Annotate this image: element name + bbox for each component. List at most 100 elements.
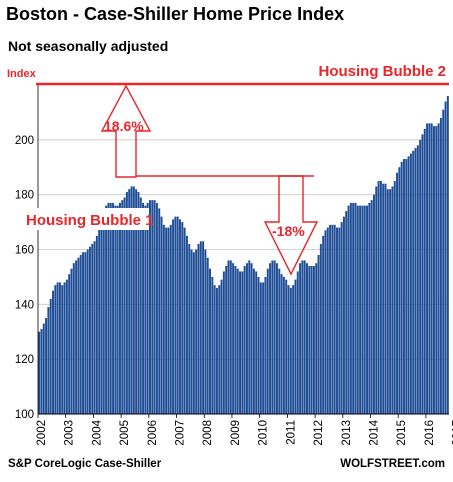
bar — [56, 282, 59, 414]
bar — [333, 224, 336, 414]
bar — [444, 101, 447, 414]
bar — [340, 222, 343, 414]
bar — [257, 276, 260, 414]
x-tick-label: 2003 — [64, 420, 76, 446]
source-note: S&P CoreLogic Case-Shiller — [8, 458, 162, 470]
bar — [289, 287, 292, 414]
bar — [303, 260, 306, 414]
bar — [426, 123, 429, 414]
bar — [153, 200, 156, 414]
bar — [218, 285, 221, 414]
bar — [255, 271, 258, 414]
bar — [174, 216, 177, 414]
bar — [227, 260, 230, 414]
bar — [82, 252, 85, 414]
bar — [326, 227, 329, 414]
bar — [409, 153, 412, 414]
chart-subtitle: Not seasonally adjusted — [8, 38, 169, 54]
x-tick-label: 2016 — [424, 420, 436, 446]
bar — [192, 252, 195, 414]
bar — [382, 183, 385, 414]
bar — [308, 265, 311, 414]
bar — [109, 202, 112, 414]
bar — [197, 244, 200, 414]
bar — [234, 265, 237, 414]
bar — [52, 290, 54, 414]
bar — [252, 268, 255, 414]
bar — [324, 230, 327, 414]
bar — [285, 279, 288, 414]
bar — [241, 271, 244, 414]
bar — [264, 276, 267, 414]
x-tick-label: 2007 — [175, 420, 187, 446]
bar — [128, 189, 131, 414]
bar — [40, 329, 43, 414]
bubble1-label: Housing Bubble 1 — [26, 212, 154, 229]
y-tick-label: 180 — [15, 190, 34, 202]
bar — [107, 202, 110, 414]
bar — [416, 145, 419, 415]
y-axis-label: Index — [7, 68, 37, 80]
bar — [229, 260, 232, 414]
bar — [199, 241, 202, 414]
bar — [236, 268, 239, 414]
bar — [243, 265, 246, 414]
bar — [269, 263, 272, 414]
bubble1-label-bg — [22, 208, 149, 230]
bar — [370, 200, 373, 414]
bar — [158, 208, 161, 414]
bar-series — [38, 95, 449, 415]
bar — [149, 200, 151, 414]
bar — [412, 150, 415, 415]
bar — [354, 202, 357, 414]
bar — [239, 271, 242, 414]
rise-arrow — [100, 84, 152, 178]
bar — [151, 200, 154, 414]
bar — [245, 263, 248, 414]
bar — [414, 148, 417, 414]
bar — [347, 205, 350, 414]
bar — [428, 123, 431, 414]
bar — [442, 109, 445, 415]
bar — [222, 271, 225, 414]
bar — [407, 156, 410, 415]
bar — [61, 285, 64, 414]
bar — [125, 191, 128, 414]
x-tick-label: 2014 — [368, 419, 380, 445]
bar — [405, 159, 408, 414]
bar — [162, 224, 165, 414]
bar — [366, 205, 369, 414]
bar — [280, 274, 283, 414]
bar — [342, 216, 345, 414]
bar — [63, 282, 66, 414]
bar — [446, 95, 449, 414]
bar — [393, 180, 396, 414]
bar — [185, 235, 188, 414]
bar — [112, 202, 115, 414]
bar — [142, 202, 145, 414]
bar — [396, 172, 399, 414]
bar — [220, 279, 223, 414]
y-tick-label: 160 — [15, 245, 34, 257]
bar — [389, 189, 392, 414]
drop-arrow — [263, 175, 319, 276]
bar — [312, 265, 315, 414]
bar — [75, 260, 78, 414]
x-tick-label: 2006 — [147, 420, 159, 446]
bar — [183, 227, 186, 414]
bar — [139, 197, 142, 414]
bar — [160, 216, 163, 414]
bar — [47, 307, 50, 414]
bar — [144, 205, 147, 414]
bar — [232, 263, 235, 414]
bar — [331, 224, 334, 414]
bar — [287, 285, 290, 414]
bar — [368, 202, 371, 414]
bar — [400, 161, 403, 414]
bar — [98, 227, 101, 414]
bar — [437, 123, 440, 414]
bar — [356, 205, 359, 414]
bar — [72, 263, 75, 414]
bar — [363, 205, 366, 414]
bar — [88, 246, 91, 414]
